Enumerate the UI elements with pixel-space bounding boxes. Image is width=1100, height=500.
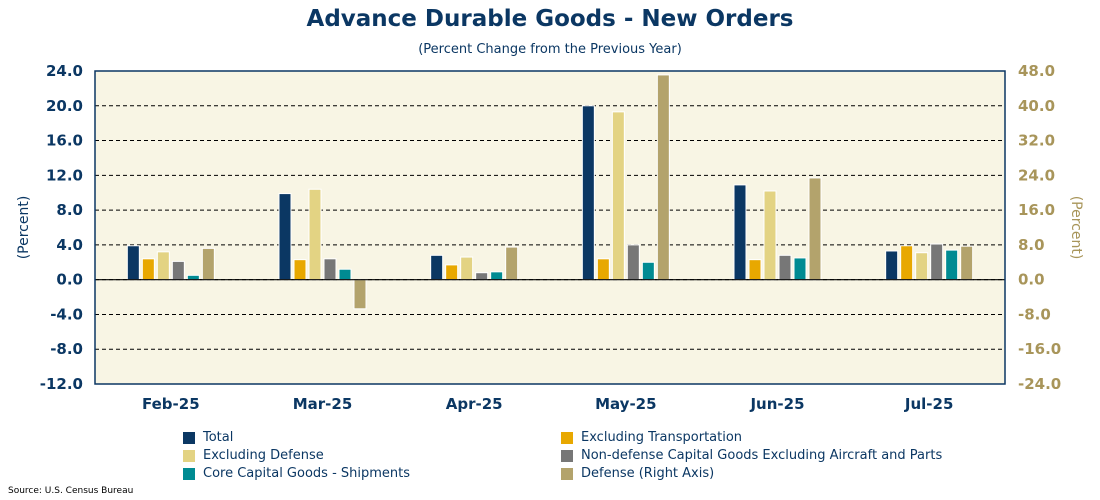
legend-item: Excluding Transportation [561, 429, 981, 446]
legend-label: Excluding Transportation [581, 430, 743, 445]
x-tick-label: Feb-25 [142, 395, 200, 413]
y-axis-label-left: (Percent) [16, 196, 32, 260]
plot-border [94, 70, 1006, 385]
bar-defense-right-axis- [808, 177, 822, 281]
y-tick-right: -8.0 [1018, 305, 1051, 323]
y-tick-right: 40.0 [1018, 97, 1055, 115]
legend-swatch [561, 449, 573, 462]
bar-non-defense-capital-goods-excluding-aircraft-and-parts [778, 254, 792, 281]
x-tick-label: May-25 [595, 395, 656, 413]
plot-area [95, 71, 1005, 384]
legend-label: Total [203, 430, 234, 445]
bar-defense-right-axis- [353, 279, 367, 310]
bar-core-capital-goods-shipments [945, 249, 959, 281]
bar-defense-right-axis- [201, 247, 215, 281]
bar-total [733, 184, 747, 281]
legend-swatch [561, 467, 573, 480]
chart-title: Advance Durable Goods - New Orders [306, 6, 794, 32]
bar-total [278, 193, 292, 281]
y-tick-left: 16.0 [46, 132, 83, 150]
bar-total [581, 105, 595, 281]
bar-total [885, 250, 899, 281]
bar-excluding-defense [915, 252, 929, 281]
bar-non-defense-capital-goods-excluding-aircraft-and-parts [626, 244, 640, 281]
bar-excluding-transportation [293, 259, 307, 281]
y-tick-left: 24.0 [46, 62, 83, 80]
legend-item: Excluding Defense [183, 447, 561, 464]
y-tick-left: -4.0 [50, 305, 83, 323]
legend-label: Defense (Right Axis) [581, 466, 715, 481]
y-axis-label-right: (Percent) [1068, 196, 1084, 260]
bar-non-defense-capital-goods-excluding-aircraft-and-parts [323, 258, 337, 281]
legend-label: Non-defense Capital Goods Excluding Airc… [581, 448, 943, 463]
bar-excluding-defense [460, 256, 474, 281]
legend-item: Defense (Right Axis) [561, 465, 981, 482]
legend-label: Core Capital Goods - Shipments [203, 466, 411, 481]
legend-item: Core Capital Goods - Shipments [183, 465, 561, 482]
x-tick-label: Jul-25 [904, 395, 954, 413]
legend-label: Excluding Defense [203, 448, 324, 463]
bar-core-capital-goods-shipments [490, 271, 504, 281]
bar-excluding-transportation [748, 259, 762, 281]
y-tick-left: 20.0 [46, 97, 83, 115]
y-tick-left: -8.0 [50, 340, 83, 358]
bar-excluding-transportation [900, 245, 914, 281]
y-tick-left: 4.0 [56, 236, 83, 254]
source-note: Source: U.S. Census Bureau [8, 486, 134, 496]
bar-core-capital-goods-shipments [338, 268, 352, 281]
legend: Total Excluding Transportation Excluding D… [183, 429, 983, 482]
bar-total [126, 245, 140, 281]
y-tick-left: 12.0 [46, 166, 83, 184]
bar-excluding-defense [763, 190, 777, 281]
bar-total [430, 254, 444, 281]
bar-excluding-defense [611, 111, 625, 281]
y-tick-right: 0.0 [1018, 271, 1045, 289]
bar-core-capital-goods-shipments [793, 257, 807, 281]
bar-excluding-defense [308, 188, 322, 281]
y-tick-left: 0.0 [56, 271, 83, 289]
bar-excluding-transportation [445, 264, 459, 281]
y-tick-right: 24.0 [1018, 166, 1055, 184]
y-tick-left: -12.0 [40, 375, 83, 393]
legend-swatch [183, 431, 195, 444]
x-tick-label: Mar-25 [293, 395, 353, 413]
legend-swatch [183, 467, 195, 480]
y-tick-right: 48.0 [1018, 62, 1055, 80]
chart-subtitle: (Percent Change from the Previous Year) [418, 42, 682, 57]
y-tick-right: 16.0 [1018, 201, 1055, 219]
bar-non-defense-capital-goods-excluding-aircraft-and-parts [475, 272, 489, 281]
bar-excluding-transportation [596, 258, 610, 281]
x-tick-label: Apr-25 [446, 395, 503, 413]
legend-swatch [183, 449, 195, 462]
y-tick-left: 8.0 [56, 201, 83, 219]
y-tick-right: 8.0 [1018, 236, 1045, 254]
legend-item: Non-defense Capital Goods Excluding Airc… [561, 447, 981, 464]
bar-defense-right-axis- [505, 246, 519, 281]
bar-non-defense-capital-goods-excluding-aircraft-and-parts [930, 243, 944, 281]
bar-non-defense-capital-goods-excluding-aircraft-and-parts [171, 260, 185, 281]
x-tick-label: Jun-25 [749, 395, 804, 413]
y-tick-right: -24.0 [1018, 375, 1061, 393]
bar-defense-right-axis- [656, 74, 670, 281]
bar-core-capital-goods-shipments [186, 274, 200, 281]
y-tick-right: -16.0 [1018, 340, 1061, 358]
bar-excluding-defense [156, 251, 170, 281]
bar-core-capital-goods-shipments [641, 261, 655, 281]
bar-defense-right-axis- [960, 245, 974, 281]
legend-item: Total [183, 429, 561, 446]
bar-excluding-transportation [141, 258, 155, 281]
y-tick-right: 32.0 [1018, 132, 1055, 150]
legend-swatch [561, 431, 573, 444]
